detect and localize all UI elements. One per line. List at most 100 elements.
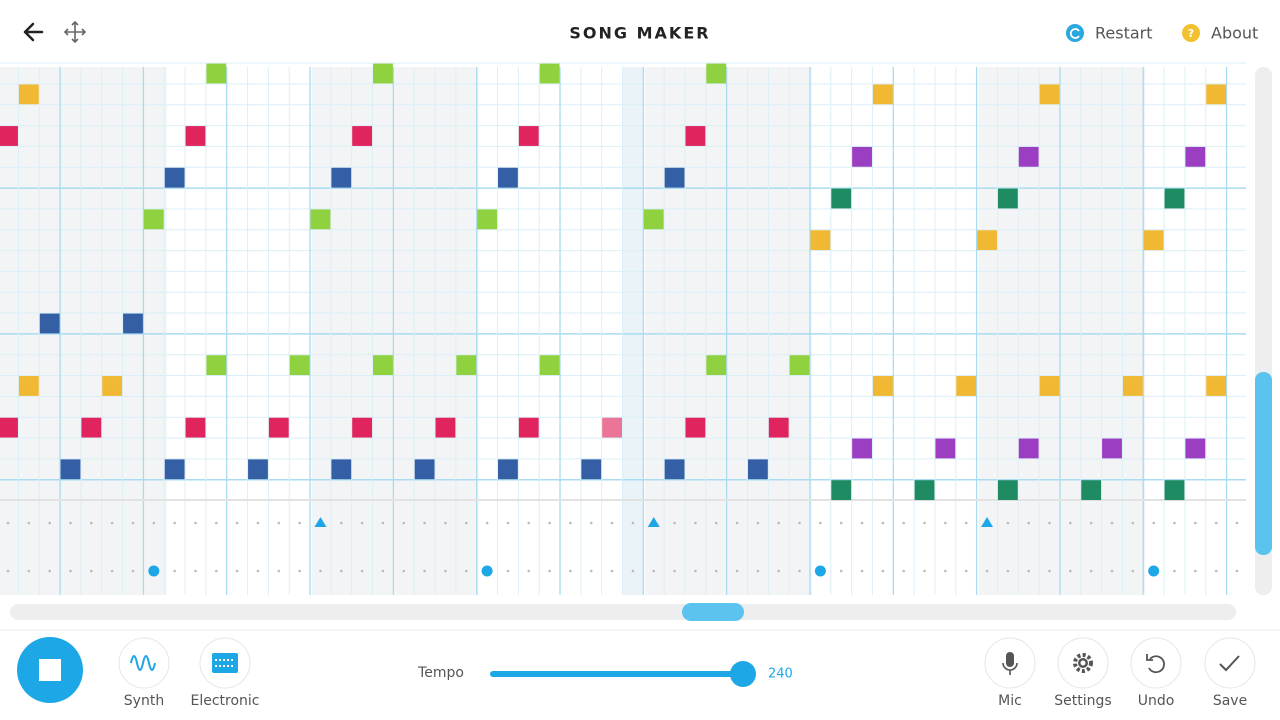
percussion-dot [339, 569, 343, 573]
note[interactable] [706, 355, 727, 376]
note[interactable] [143, 209, 164, 230]
note[interactable] [685, 417, 706, 438]
note[interactable] [331, 459, 352, 480]
note-grid[interactable] [0, 62, 1246, 595]
percussion-dot [735, 521, 739, 525]
note[interactable] [956, 376, 977, 396]
tempo-thumb[interactable] [730, 661, 756, 687]
settings-button[interactable]: Settings [1054, 637, 1112, 709]
percussion-button[interactable]: Electronic [190, 637, 260, 709]
note[interactable] [831, 188, 852, 209]
undo-button[interactable]: Undo [1130, 637, 1182, 709]
about-button[interactable]: ? About [1182, 24, 1258, 43]
note[interactable] [1206, 84, 1227, 105]
note[interactable] [706, 63, 727, 84]
save-button[interactable]: Save [1204, 637, 1256, 709]
note[interactable] [872, 376, 893, 396]
note[interactable] [164, 459, 185, 480]
note[interactable] [18, 376, 39, 396]
note[interactable] [102, 376, 123, 396]
note[interactable] [206, 63, 227, 84]
note[interactable] [289, 355, 310, 376]
note[interactable] [123, 313, 143, 334]
note[interactable] [352, 126, 373, 146]
note[interactable] [747, 459, 768, 480]
percussion-dot [881, 569, 885, 573]
note[interactable] [1039, 84, 1060, 105]
note[interactable] [518, 126, 539, 146]
note[interactable] [414, 459, 435, 480]
note[interactable] [39, 313, 60, 334]
v-scroll-thumb[interactable] [1255, 372, 1272, 555]
note[interactable] [1018, 146, 1039, 167]
note[interactable] [1164, 480, 1185, 501]
note[interactable] [789, 355, 810, 376]
note[interactable] [977, 230, 997, 251]
note[interactable] [331, 167, 352, 188]
note[interactable] [248, 459, 268, 480]
note[interactable] [685, 126, 706, 146]
note[interactable] [539, 355, 560, 376]
move-button[interactable] [63, 20, 87, 44]
h-scroll-track[interactable] [10, 604, 1236, 620]
note[interactable] [352, 417, 373, 438]
percussion-dot [423, 521, 426, 525]
note[interactable] [60, 459, 81, 480]
note[interactable] [1122, 376, 1143, 396]
instrument-button[interactable]: Synth [118, 637, 170, 709]
note[interactable] [310, 209, 331, 230]
note[interactable] [1081, 480, 1102, 501]
note[interactable] [872, 84, 893, 105]
play-stop-button[interactable] [17, 637, 83, 703]
note[interactable] [185, 417, 206, 438]
back-button[interactable] [23, 22, 44, 42]
note[interactable] [18, 84, 39, 105]
note[interactable] [602, 417, 622, 438]
note[interactable] [664, 167, 685, 188]
note[interactable] [1018, 438, 1039, 459]
mic-button[interactable]: Mic [984, 637, 1036, 709]
note[interactable] [997, 188, 1018, 209]
note[interactable] [0, 417, 18, 438]
note[interactable] [581, 459, 602, 480]
note[interactable] [768, 417, 789, 438]
note[interactable] [0, 126, 18, 146]
note[interactable] [1164, 188, 1185, 209]
note[interactable] [518, 417, 539, 438]
note[interactable] [456, 355, 477, 376]
note[interactable] [1185, 438, 1206, 459]
note[interactable] [268, 417, 289, 438]
note[interactable] [373, 355, 393, 376]
note[interactable] [831, 480, 852, 501]
note[interactable] [935, 438, 956, 459]
note[interactable] [810, 230, 831, 251]
restart-button[interactable]: Restart [1066, 24, 1153, 43]
percussion-dot [1235, 569, 1239, 573]
note[interactable] [164, 167, 185, 188]
percussion-dot [1235, 521, 1239, 525]
note[interactable] [185, 126, 206, 146]
percussion-dot [673, 521, 676, 525]
note[interactable] [435, 417, 456, 438]
note[interactable] [477, 209, 498, 230]
note[interactable] [81, 417, 102, 438]
note[interactable] [997, 480, 1018, 501]
note[interactable] [852, 438, 872, 459]
percussion-grid[interactable] [6, 517, 1239, 577]
h-scroll-thumb[interactable] [682, 603, 744, 621]
tempo-track[interactable] [490, 671, 743, 677]
note[interactable] [664, 459, 685, 480]
note[interactable] [1102, 438, 1122, 459]
note[interactable] [206, 355, 227, 376]
note[interactable] [852, 146, 872, 167]
note[interactable] [1039, 376, 1060, 396]
note[interactable] [498, 167, 518, 188]
note[interactable] [498, 459, 518, 480]
note[interactable] [539, 63, 560, 84]
note[interactable] [914, 480, 935, 501]
note[interactable] [1206, 376, 1227, 396]
note[interactable] [1185, 146, 1206, 167]
note[interactable] [643, 209, 664, 230]
note[interactable] [373, 63, 393, 84]
note[interactable] [1143, 230, 1164, 251]
